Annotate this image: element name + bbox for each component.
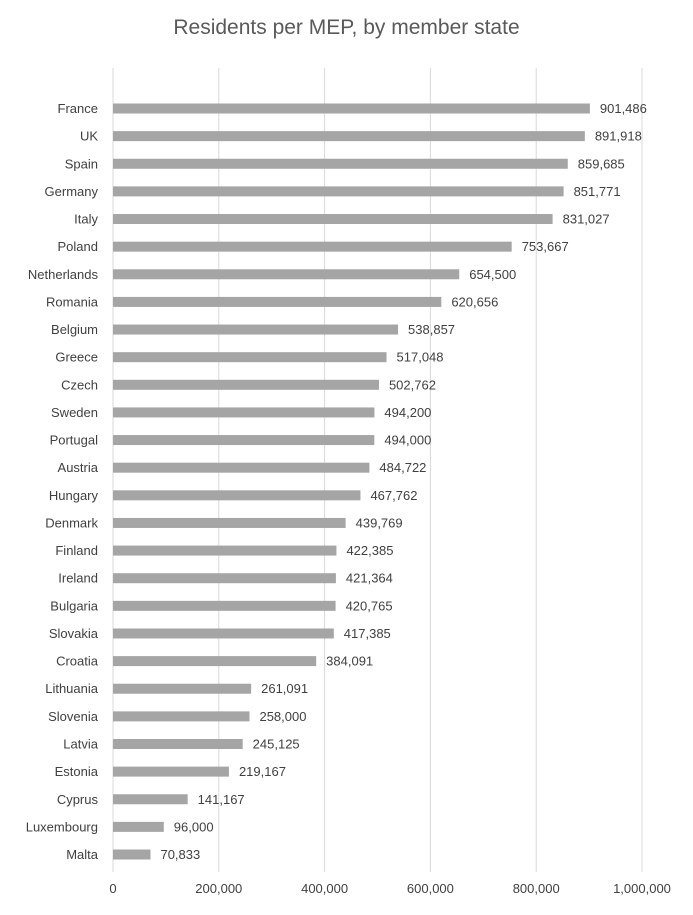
bar	[113, 296, 442, 307]
category-label: Italy	[74, 212, 98, 227]
bar	[113, 683, 252, 694]
data-label: 901,486	[600, 101, 647, 116]
category-label: Denmark	[45, 515, 98, 530]
category-label: Czech	[61, 377, 98, 392]
bar	[113, 186, 564, 197]
category-label: Malta	[66, 847, 99, 862]
data-label: 502,762	[389, 377, 436, 392]
category-label: Sweden	[51, 405, 98, 420]
bar	[113, 462, 370, 473]
data-label: 420,765	[346, 598, 393, 613]
bar	[113, 407, 375, 418]
data-label: 261,091	[261, 681, 308, 696]
data-label: 70,833	[160, 847, 200, 862]
category-label: Spain	[65, 156, 98, 171]
category-label: Croatia	[56, 654, 99, 669]
x-tick-label: 0	[109, 881, 116, 896]
category-label: Netherlands	[28, 267, 99, 282]
category-label: Slovenia	[48, 709, 99, 724]
bar	[113, 131, 585, 142]
category-label: Ireland	[58, 571, 98, 586]
data-label: 141,167	[198, 792, 245, 807]
bar	[113, 545, 337, 556]
data-label: 417,385	[344, 626, 391, 641]
bar	[113, 573, 336, 584]
data-label: 384,091	[326, 654, 373, 669]
category-label: Portugal	[50, 433, 99, 448]
bar	[113, 821, 164, 832]
category-label: Hungary	[49, 488, 99, 503]
bar	[113, 103, 590, 114]
bar	[113, 490, 361, 501]
data-label: 494,000	[384, 433, 431, 448]
data-label: 96,000	[174, 819, 214, 834]
category-label: Poland	[58, 239, 98, 254]
data-label: 421,364	[346, 571, 393, 586]
category-label: Latvia	[63, 736, 98, 751]
chart-title: Residents per MEP, by member state	[173, 16, 520, 39]
category-label: Lithuania	[45, 681, 99, 696]
category-label: Estonia	[55, 764, 99, 779]
bar	[113, 158, 568, 169]
data-label: 439,769	[356, 515, 403, 530]
bar	[113, 435, 375, 446]
bar	[113, 600, 336, 611]
category-label: Cyprus	[57, 792, 99, 807]
data-label: 245,125	[253, 736, 300, 751]
x-tick-label: 400,000	[301, 881, 348, 896]
category-label: Germany	[45, 184, 99, 199]
data-label: 484,722	[379, 460, 426, 475]
data-label: 538,857	[408, 322, 455, 337]
data-label: 851,771	[574, 184, 621, 199]
data-label: 517,048	[397, 350, 444, 365]
data-label: 891,918	[595, 129, 642, 144]
data-label: 494,200	[384, 405, 431, 420]
data-label: 620,656	[451, 294, 498, 309]
x-tick-label: 800,000	[513, 881, 560, 896]
data-label: 422,385	[346, 543, 393, 558]
category-label: UK	[80, 129, 98, 144]
data-label: 467,762	[370, 488, 417, 503]
category-label: Finland	[55, 543, 98, 558]
bar	[113, 517, 346, 528]
bar	[113, 711, 250, 722]
bar	[113, 379, 379, 390]
x-tick-label: 600,000	[407, 881, 454, 896]
category-label: France	[58, 101, 98, 116]
category-label: Luxembourg	[26, 819, 98, 834]
bar	[113, 241, 512, 252]
bar	[113, 324, 399, 335]
bar	[113, 214, 553, 225]
data-label: 831,027	[563, 212, 610, 227]
data-label: 654,500	[469, 267, 516, 282]
category-label: Bulgaria	[50, 598, 98, 613]
data-label: 258,000	[259, 709, 306, 724]
data-label: 859,685	[578, 156, 625, 171]
x-tick-label: 1,000,000	[613, 881, 671, 896]
data-label: 219,167	[239, 764, 286, 779]
bar	[113, 352, 387, 363]
category-label: Belgium	[51, 322, 98, 337]
bar	[113, 269, 460, 280]
bar	[113, 656, 317, 667]
category-label: Romania	[46, 294, 99, 309]
data-label: 753,667	[522, 239, 569, 254]
bar	[113, 766, 229, 777]
bar	[113, 849, 151, 860]
bar	[113, 628, 334, 639]
x-tick-label: 200,000	[195, 881, 242, 896]
category-label: Greece	[55, 350, 98, 365]
category-label: Austria	[58, 460, 99, 475]
bar	[113, 738, 243, 749]
bar	[113, 794, 188, 805]
category-label: Slovakia	[49, 626, 99, 641]
